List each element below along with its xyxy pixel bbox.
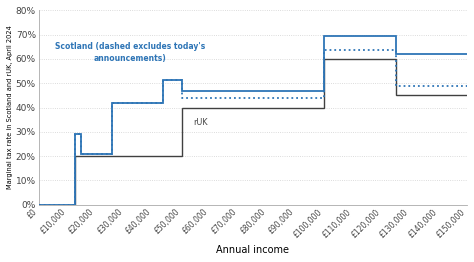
Text: Scotland (dashed excludes today's
announcements): Scotland (dashed excludes today's announ… [55,42,205,63]
Y-axis label: Marginal tax rate in Scotland and rUK, April 2024: Marginal tax rate in Scotland and rUK, A… [7,26,13,189]
X-axis label: Annual income: Annual income [216,245,289,255]
Text: rUK: rUK [193,118,207,128]
